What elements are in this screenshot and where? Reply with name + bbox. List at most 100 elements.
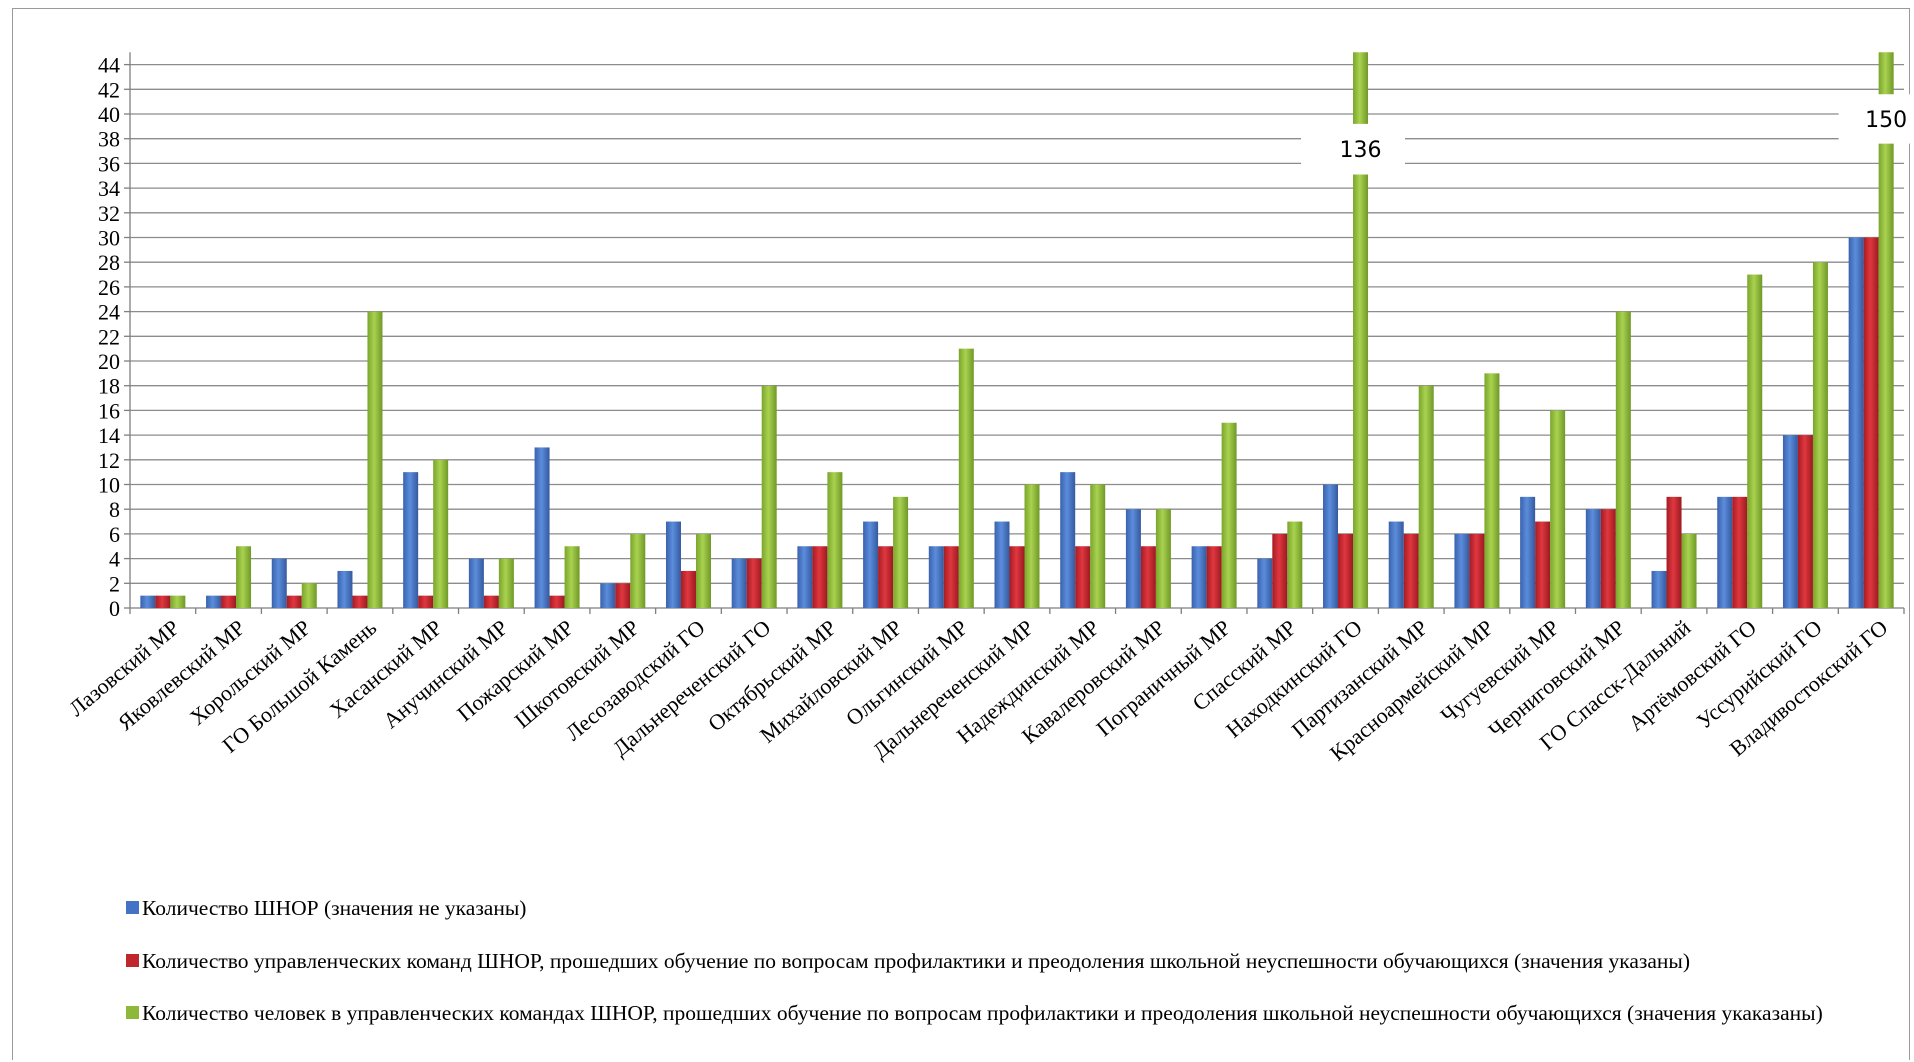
bar-series-2: [221, 595, 237, 608]
bar-series-3: [1090, 484, 1106, 608]
axes: [124, 52, 1905, 614]
y-tick-label: 8: [109, 497, 120, 522]
y-tick-label: 30: [98, 226, 120, 251]
bar-series-3: [695, 533, 711, 608]
bar-series-1: [1323, 484, 1339, 608]
axis-break-gap: [1301, 123, 1406, 175]
y-tick-label: 2: [109, 571, 120, 596]
bar-series-1: [337, 570, 353, 608]
bar-series-2: [155, 595, 171, 608]
y-tick-label: 38: [98, 127, 120, 152]
bar-series-2: [1666, 496, 1682, 608]
bar-series-3: [1812, 262, 1828, 608]
bar-series-2: [680, 570, 696, 608]
bar-series-1: [863, 521, 879, 608]
bar-series-1: [1848, 237, 1864, 608]
bar-series-3: [761, 385, 777, 608]
bar-value-label: 136: [1340, 138, 1382, 163]
legend-label: Количество управленческих команд ШНОР, п…: [142, 949, 1691, 973]
bar-series-2: [615, 583, 631, 608]
bar-series-2: [1403, 533, 1419, 608]
bar-series-3: [958, 348, 974, 608]
bar-series-1: [271, 558, 287, 608]
tick-labels: 0246810121416182022242628303234363840424…: [64, 53, 1910, 766]
y-tick-label: 40: [98, 102, 120, 127]
bar-series-1: [1454, 533, 1470, 608]
bar-series-1: [403, 472, 419, 608]
bar-series-1: [1388, 521, 1404, 608]
y-tick-label: 26: [98, 275, 120, 300]
y-tick-label: 22: [98, 324, 120, 349]
bar-series-2: [1206, 546, 1222, 608]
bar-series-1: [206, 595, 222, 608]
bar-series-3: [827, 472, 843, 608]
bar-series-1: [1060, 472, 1076, 608]
bar-series-1: [1717, 496, 1733, 608]
legend-label: Количество человек в управленческих кома…: [142, 1001, 1823, 1025]
bar-series-3: [1615, 311, 1631, 608]
legend-marker-blue: [126, 901, 139, 914]
bar-series-3: [1287, 521, 1303, 608]
bar-series-1: [1520, 496, 1536, 608]
y-tick-label: 12: [98, 448, 120, 473]
y-tick-label: 34: [98, 176, 120, 201]
bar-series-3: [1155, 509, 1171, 608]
bar-series-3: [1550, 410, 1566, 608]
legend-marker-green: [126, 1006, 139, 1019]
bar-series-3: [1747, 274, 1763, 608]
bar-series-1: [534, 447, 550, 608]
bar-value-label: 150: [1865, 108, 1907, 133]
y-tick-label: 24: [98, 300, 120, 325]
bar-series-3: [236, 546, 252, 608]
bar-series-3: [433, 459, 449, 608]
y-tick-label: 14: [98, 423, 120, 448]
bar-series-2: [1075, 546, 1091, 608]
y-tick-label: 42: [98, 77, 120, 102]
bar-series-2: [1600, 509, 1616, 608]
bar-series-3: [630, 533, 646, 608]
bar-series-3: [498, 558, 514, 608]
legend-item-series-3: Количество человек в управленческих кома…: [126, 1000, 1866, 1027]
gridlines: [130, 63, 1904, 584]
bar-series-2: [286, 595, 302, 608]
bar-series-3: [170, 595, 186, 608]
bar-series-3: [1221, 422, 1237, 608]
bar-series-1: [1585, 509, 1601, 608]
bar-series-1: [665, 521, 681, 608]
bar-series-3: [367, 311, 383, 608]
y-tick-label: 4: [109, 547, 120, 572]
y-tick-label: 20: [98, 349, 120, 374]
bar-series-3: [1418, 385, 1434, 608]
legend-item-series-2: Количество управленческих команд ШНОР, п…: [126, 948, 1866, 975]
bar-series-1: [994, 521, 1010, 608]
bar-series-1: [1125, 509, 1141, 608]
bar-series-2: [1338, 533, 1354, 608]
chart-frame: [12, 8, 1910, 1060]
y-tick-label: 28: [98, 250, 120, 275]
bar-series-3: [893, 496, 909, 608]
y-tick-label: 32: [98, 201, 120, 226]
bar-series-2: [878, 546, 894, 608]
bar-series-1: [1651, 570, 1667, 608]
bar-series-2: [746, 558, 762, 608]
bar-series-2: [1863, 237, 1879, 608]
bar-series-2: [812, 546, 828, 608]
y-tick-label: 10: [98, 473, 120, 498]
bar-series-2: [1535, 521, 1551, 608]
bar-series-3: [1484, 373, 1500, 608]
bar-series-2: [1272, 533, 1288, 608]
bar-series-1: [731, 558, 747, 608]
bar-series-2: [943, 546, 959, 608]
bar-series-2: [418, 595, 434, 608]
bar-series-1: [797, 546, 813, 608]
bar-series-1: [468, 558, 484, 608]
bar-series-1: [140, 595, 156, 608]
bar-series-1: [1191, 546, 1207, 608]
bar-series-2: [483, 595, 499, 608]
bar-series-2: [549, 595, 565, 608]
y-tick-label: 6: [109, 522, 120, 547]
bar-series-2: [1732, 496, 1748, 608]
axis-break-gap: [1838, 94, 1910, 144]
legend-item-series-1: Количество ШНОР (значения не указаны): [126, 895, 1866, 922]
bar-series-3: [564, 546, 580, 608]
